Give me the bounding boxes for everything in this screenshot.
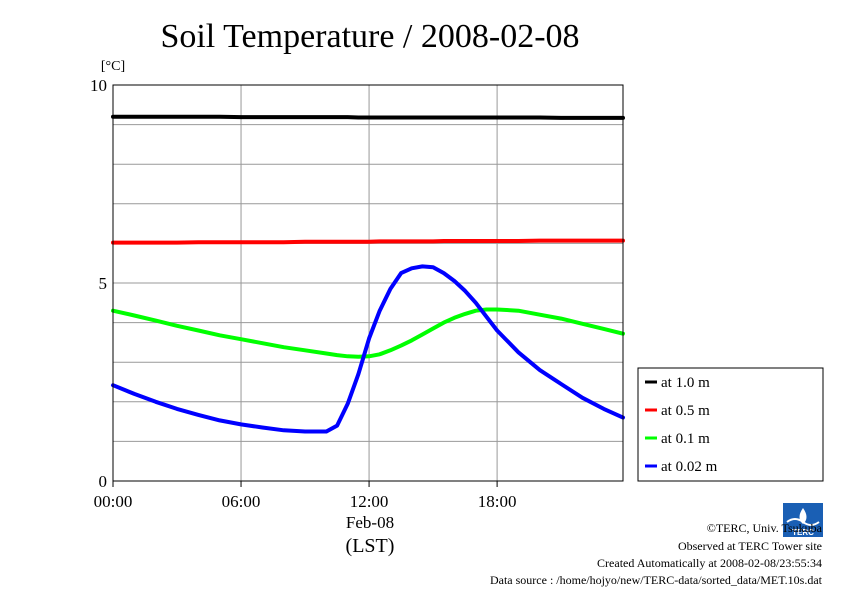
x-axis-timezone-label: (LST)	[346, 535, 395, 557]
legend-label: at 0.5 m	[661, 403, 710, 419]
y-tick-label: 5	[99, 274, 108, 293]
series-line-at-1-0-m	[111, 114, 625, 120]
x-axis-ticks: 00:00 06:00 12:00 18:00	[94, 481, 517, 511]
legend: at 1.0 m at 0.5 m at 0.1 m at 0.02 m	[637, 367, 824, 482]
terc-logo: TERC	[783, 503, 823, 537]
y-tick-label: 10	[90, 76, 107, 95]
y-tick-label: 0	[99, 472, 108, 491]
legend-label: at 0.1 m	[661, 431, 710, 447]
created-text: Created Automatically at 2008-02-08/23:5…	[597, 556, 822, 570]
x-tick-label: 06:00	[222, 492, 261, 511]
y-axis-ticks: 0 5 10	[90, 76, 107, 491]
legend-label: at 0.02 m	[661, 459, 718, 475]
y-axis-unit: [°C]	[101, 59, 125, 74]
logo-text: TERC	[792, 528, 814, 537]
x-tick-label: 18:00	[478, 492, 517, 511]
series-lines	[111, 114, 625, 434]
plot-frame	[112, 84, 624, 482]
series-line-at-0-1-m	[111, 307, 625, 359]
x-tick-label: 00:00	[94, 492, 133, 511]
x-axis-date-label: Feb-08	[346, 513, 394, 532]
data-source-text: Data source : /home/hojyo/new/TERC-data/…	[490, 573, 823, 587]
wave-icon	[786, 518, 820, 526]
chart-title: Soil Temperature / 2008-02-08	[160, 18, 579, 55]
series-line-at-0-5-m	[111, 238, 625, 245]
legend-box	[637, 367, 824, 482]
observed-text: Observed at TERC Tower site	[678, 539, 822, 553]
grid-lines	[113, 85, 623, 481]
x-tick-label: 12:00	[350, 492, 389, 511]
legend-label: at 1.0 m	[661, 375, 710, 391]
copyright-text: ©TERC, Univ. Tsukuba	[707, 521, 823, 535]
series-line-at-0-02-m	[111, 264, 625, 434]
